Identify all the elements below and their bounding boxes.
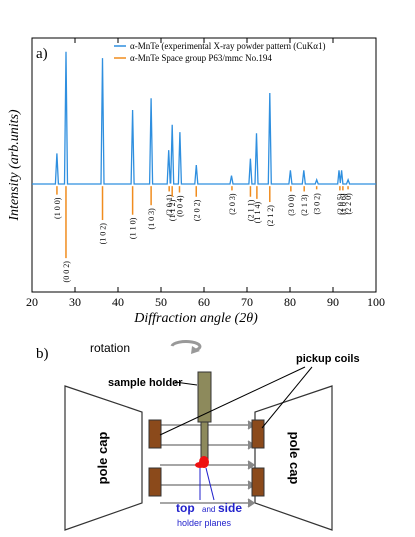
x-tick-label: 60 bbox=[198, 295, 210, 309]
x-tick-label: 50 bbox=[155, 295, 167, 309]
sample-holder-rod bbox=[200, 421, 209, 461]
panel-label: a) bbox=[36, 46, 48, 62]
peak-label: (1 0 2) bbox=[99, 223, 108, 245]
pole-cap-shape bbox=[64, 385, 143, 531]
peak-label: (3 0 2) bbox=[313, 193, 322, 215]
coil bbox=[251, 467, 265, 497]
x-tick-label: 100 bbox=[367, 295, 385, 309]
coil bbox=[148, 419, 162, 449]
peak-label: (0 0 4) bbox=[175, 195, 184, 217]
peak-label: (3 0 0) bbox=[287, 194, 296, 216]
coil bbox=[251, 419, 265, 449]
peak-label: (2 1 3) bbox=[300, 194, 309, 216]
pole-cap-label: pole cap bbox=[95, 432, 110, 485]
rotation-label: rotation bbox=[90, 341, 130, 355]
peak-label: (1 1 2) bbox=[168, 199, 177, 221]
pointer bbox=[261, 366, 313, 429]
holder-planes-label: holder planes bbox=[177, 518, 232, 528]
peak-label: (0 0 2) bbox=[62, 261, 71, 283]
peak-label: (1 1 4) bbox=[253, 202, 262, 224]
pointer bbox=[174, 381, 198, 386]
x-tick-label: 20 bbox=[26, 295, 38, 309]
legend-label: α-MnTe (experimental X-ray powder patter… bbox=[130, 41, 325, 51]
plot-frame bbox=[31, 37, 377, 293]
coil bbox=[148, 467, 162, 497]
peak-label: (1 0 3) bbox=[147, 208, 156, 230]
x-tick-label: 70 bbox=[241, 295, 253, 309]
peak-label: (2 0 1) bbox=[165, 194, 174, 216]
x-tick-label: 40 bbox=[112, 295, 124, 309]
pointer bbox=[159, 366, 306, 436]
line bbox=[32, 51, 376, 185]
pointer bbox=[205, 467, 215, 501]
peak-label: (2 0 5) bbox=[336, 193, 345, 215]
peak-label: (1 0 0) bbox=[53, 197, 62, 219]
x-tick-label: 30 bbox=[69, 295, 81, 309]
diagram: b) pole cap pole cap rotation sample hol… bbox=[36, 340, 360, 531]
x-tick-label: 90 bbox=[327, 295, 339, 309]
peak-label: (1 1 0) bbox=[129, 217, 138, 239]
peak-label: (2 0 3) bbox=[228, 193, 237, 215]
rotation-arrow bbox=[170, 340, 202, 352]
and-label: and bbox=[202, 505, 215, 514]
rotation-arrow bbox=[191, 346, 200, 354]
legend-label: α-MnTe Space group P63/mmc No.194 bbox=[130, 53, 272, 63]
sample-holder-label: sample holder bbox=[108, 377, 183, 389]
x-axis-label: Diffraction angle (2θ) bbox=[133, 311, 258, 326]
peak-label: (1 0 6) bbox=[339, 193, 348, 215]
peak-label: (2 1 2) bbox=[266, 205, 275, 227]
x-tick-label: 80 bbox=[284, 295, 296, 309]
sample bbox=[195, 462, 205, 468]
pickup-coils-label: pickup coils bbox=[296, 353, 360, 365]
pole-cap-label: pole cap bbox=[287, 432, 302, 485]
panel-label: b) bbox=[36, 346, 49, 362]
side-label: side bbox=[218, 501, 242, 515]
peak-label: (2 2 0) bbox=[344, 193, 353, 215]
top-label: top bbox=[176, 501, 195, 515]
y-axis-label: Intensity (arb.units) bbox=[7, 109, 22, 222]
peak-label: (2 0 2) bbox=[192, 199, 201, 221]
peak-label: (2 1 1) bbox=[246, 199, 255, 221]
